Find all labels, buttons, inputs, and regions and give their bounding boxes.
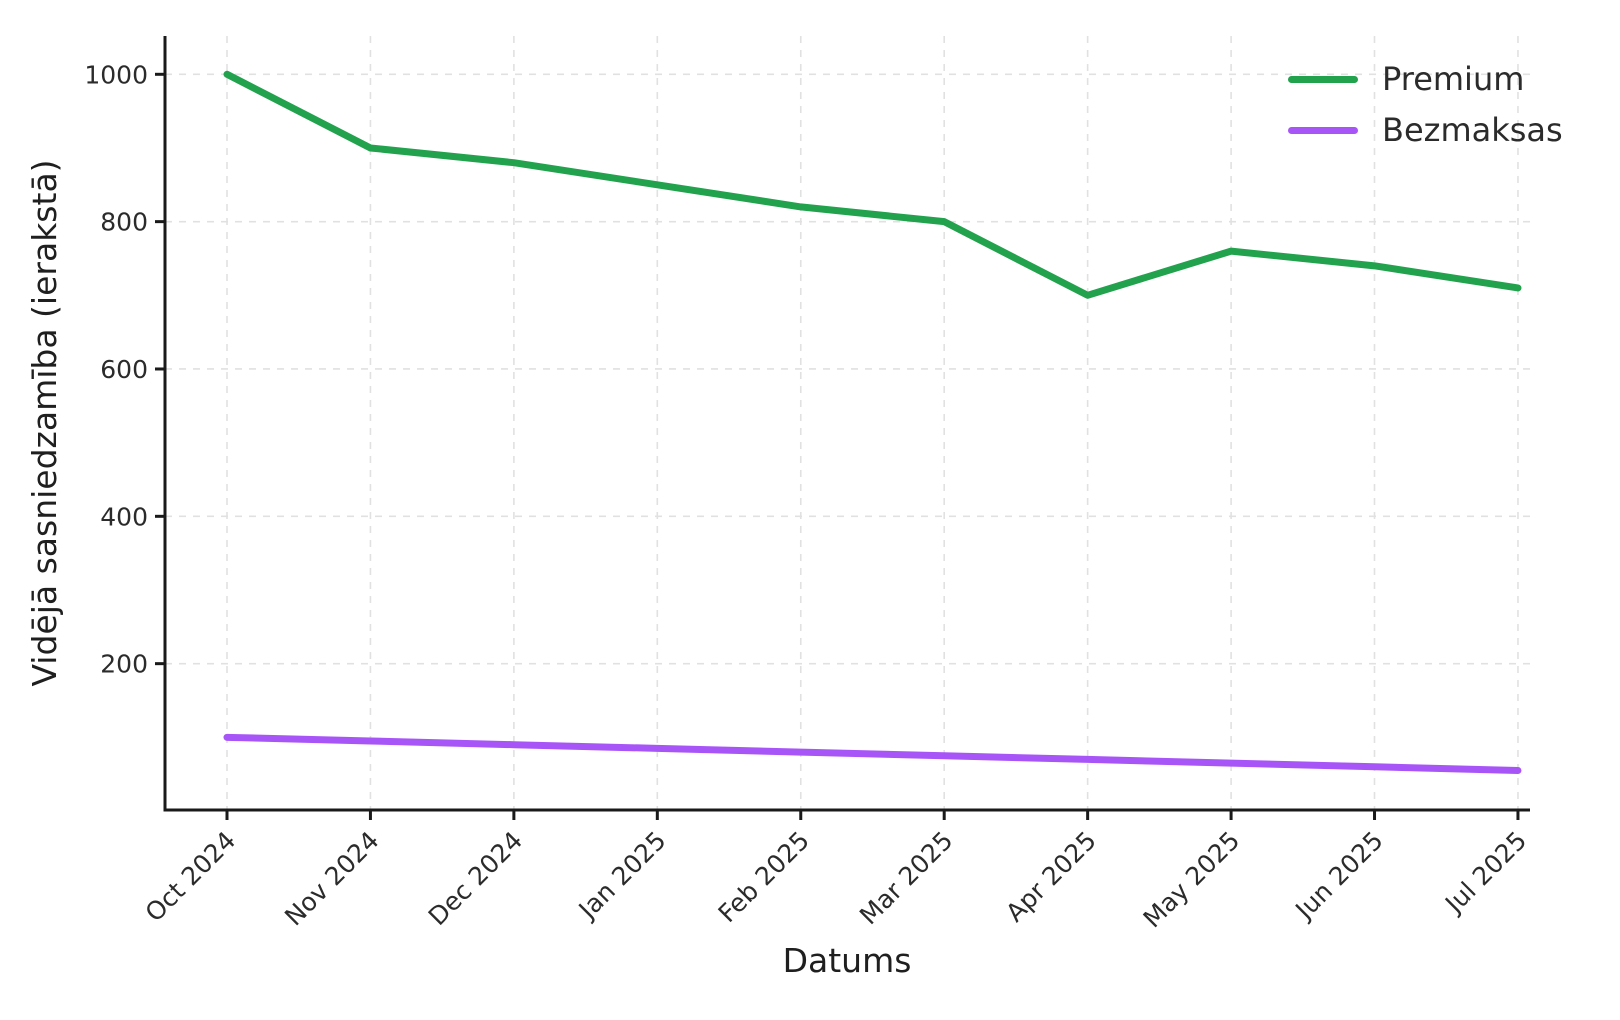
x-tick-label: Dec 2024	[423, 826, 528, 931]
x-tick-label: Oct 2024	[140, 826, 242, 928]
legend-label-premium: Premium	[1382, 60, 1525, 98]
x-tick-label: Mar 2025	[854, 826, 958, 930]
gridlines	[165, 36, 1530, 810]
x-tick-label: Jun 2025	[1289, 826, 1389, 926]
x-tick-label: Jan 2025	[572, 826, 672, 926]
series-lines	[223, 70, 1522, 774]
premium-line-swatch	[1288, 75, 1358, 83]
axes	[155, 36, 1530, 820]
x-tick-label: Jul 2025	[1438, 826, 1532, 920]
tick-labels: 200 400 600 800 1000 Oct 2024 Nov 2024 Dec 2024…	[84, 60, 1532, 933]
x-tick-label: Apr 2025	[1000, 826, 1102, 928]
legend-label-bezmaksas: Bezmaksas	[1382, 111, 1563, 149]
y-tick-label: 600	[100, 355, 148, 384]
legend-item-bezmaksas: Bezmaksas	[1288, 109, 1563, 151]
bezmaksas-line-series	[223, 733, 1522, 774]
y-axis-label: Vidējā sasniedzamība (ierakstā)	[25, 159, 64, 686]
y-tick-label: 800	[100, 208, 148, 237]
legend-item-premium: Premium	[1288, 58, 1563, 100]
legend: Premium Bezmaksas	[1288, 58, 1563, 151]
y-tick-label: 1000	[84, 60, 148, 89]
x-tick-label: Feb 2025	[713, 826, 815, 928]
y-tick-label: 200	[100, 650, 148, 679]
x-axis-label: Datums	[783, 941, 912, 980]
x-tick-label: Nov 2024	[279, 826, 385, 932]
premium-line-series	[223, 70, 1522, 299]
y-tick-label: 400	[100, 502, 148, 531]
x-tick-label: May 2025	[1138, 826, 1246, 934]
bezmaksas-line-swatch	[1288, 126, 1358, 134]
